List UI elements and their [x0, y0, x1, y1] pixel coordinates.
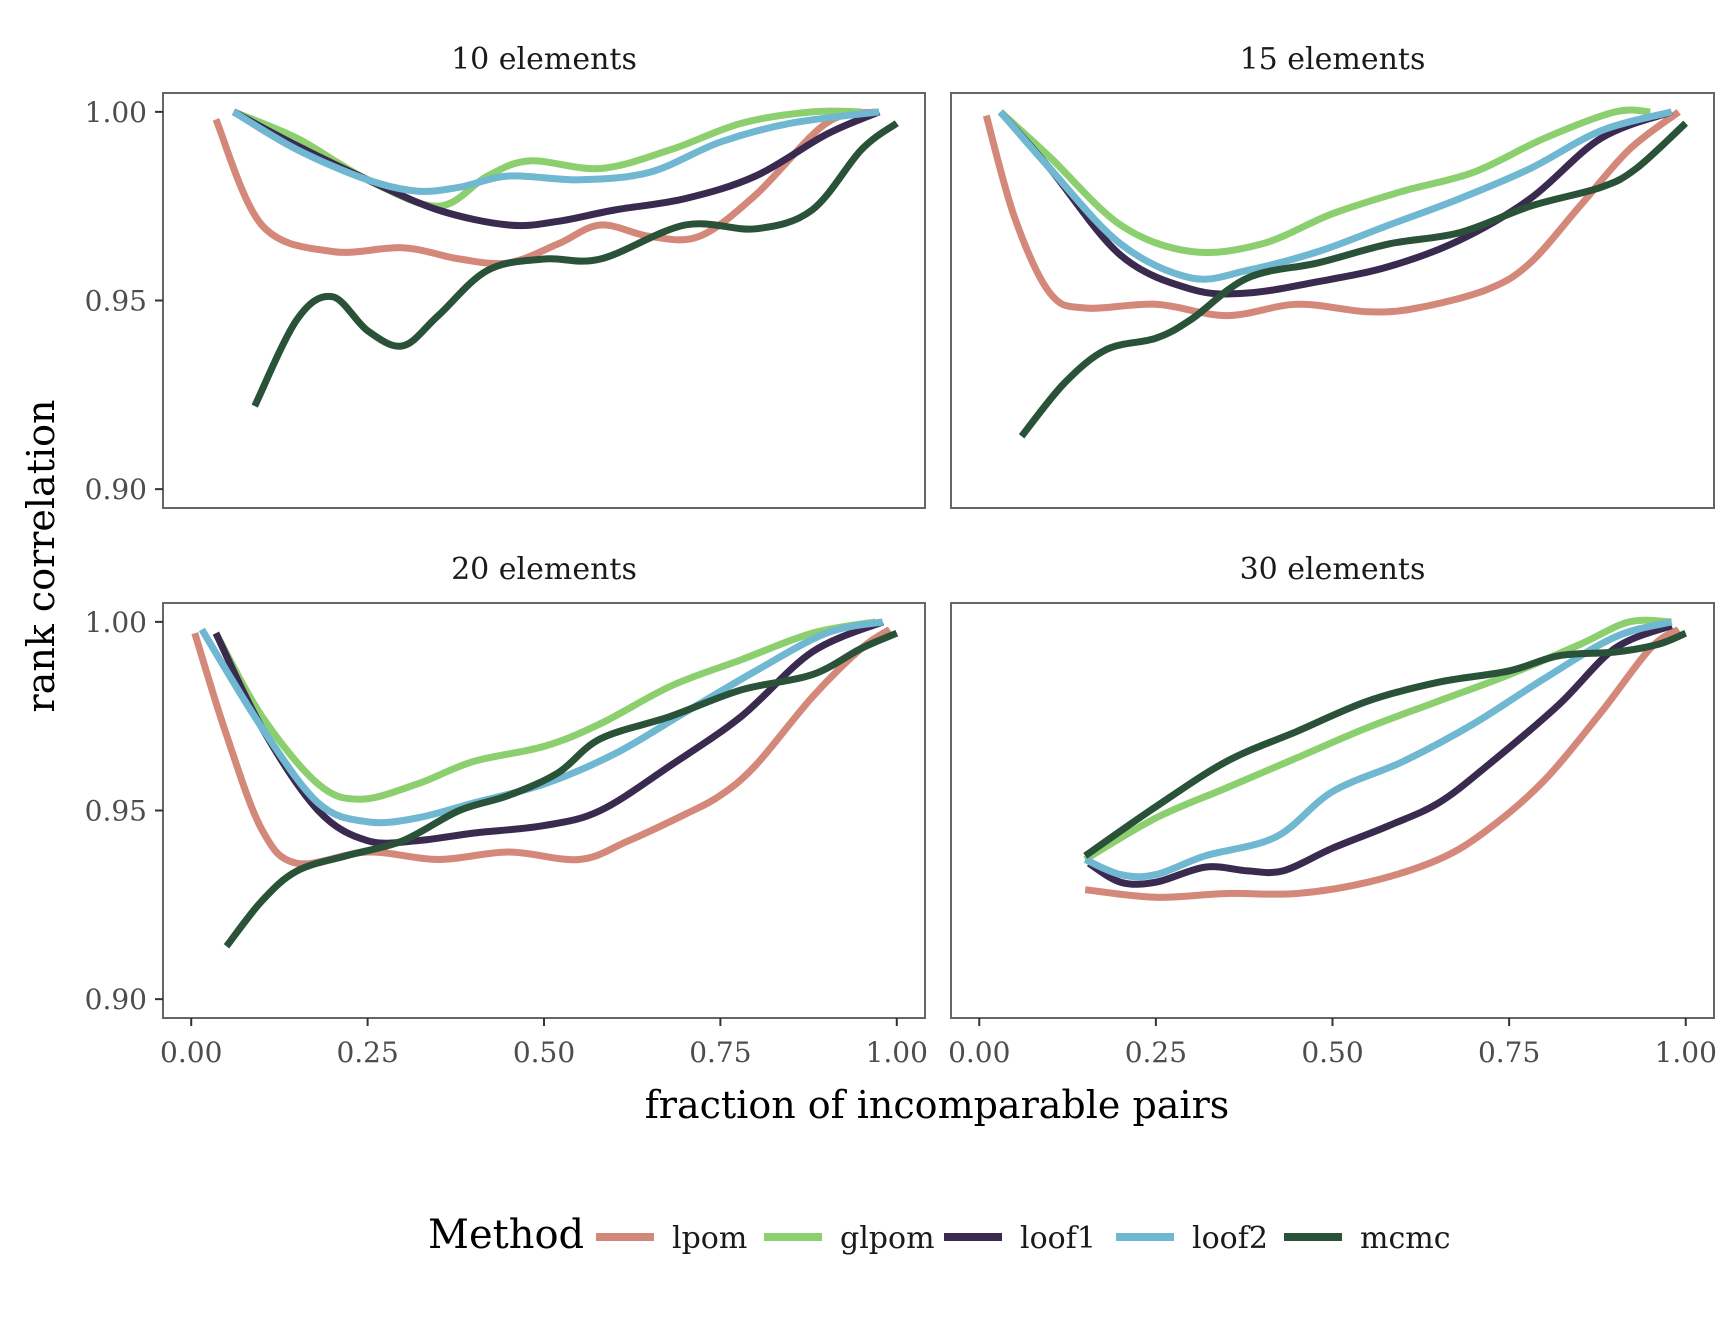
- panel-lines: [1083, 616, 1688, 901]
- panel-lines: [191, 618, 899, 949]
- x-tick-label: 0.25: [336, 1036, 398, 1069]
- legend-entry-loof2: loof2: [1116, 1221, 1268, 1256]
- legend-title: Method: [428, 1212, 584, 1258]
- panel-frame: [162, 92, 926, 509]
- series-line-glpom: [1083, 616, 1672, 863]
- panel-title: 30 elements: [1240, 552, 1426, 587]
- legend-label-glpom: glpom: [840, 1221, 935, 1256]
- panel-1: 10 elements 0.90 0.95 1.00: [85, 42, 926, 509]
- legend-entries: lpom glpom loof1 loof2 mcmc: [596, 1221, 1451, 1256]
- series-line-glpom: [998, 106, 1651, 257]
- y-axis-title: rank correlation: [19, 400, 63, 713]
- panel-frame: [162, 602, 926, 1019]
- series-line-mcmc: [1018, 120, 1689, 439]
- x-tick-label: 0.25: [1125, 1036, 1187, 1069]
- legend-label-lpom: lpom: [672, 1221, 747, 1256]
- series-line-mcmc: [1083, 629, 1688, 859]
- panel-4: 30 elements 0.00 0.25 0.50 0.75 1.00: [948, 552, 1717, 1069]
- y-tick-label: 0.95: [85, 285, 147, 318]
- panel-title: 20 elements: [451, 552, 637, 587]
- series-line-loof2: [198, 618, 884, 827]
- series-line-loof2: [231, 108, 880, 195]
- series-line-loof1: [997, 108, 1673, 298]
- y-tick-label: 1.00: [85, 96, 147, 129]
- legend-label-loof1: loof1: [1020, 1221, 1096, 1256]
- legend-entry-glpom: glpom: [764, 1221, 935, 1256]
- panel-frame: [950, 92, 1715, 509]
- series-line-lpom: [982, 109, 1681, 320]
- series-line-loof2: [1083, 618, 1673, 881]
- legend: Method lpom glpom loof1 loof2 mcmc: [428, 1212, 1451, 1258]
- panels-layer: 10 elements 0.90 0.95 1.00 15 elements 20 ele…: [85, 42, 1717, 1069]
- x-tick-label: 0.50: [513, 1036, 575, 1069]
- y-tick-label: 0.90: [85, 983, 147, 1016]
- series-line-mcmc: [251, 120, 899, 408]
- series-line-loof1: [1086, 622, 1673, 888]
- series-line-lpom: [212, 108, 877, 268]
- x-axis-title: fraction of incomparable pairs: [645, 1083, 1230, 1127]
- panel-title: 15 elements: [1240, 42, 1426, 77]
- x-tick-label: 0.75: [1478, 1036, 1540, 1069]
- legend-label-mcmc: mcmc: [1360, 1221, 1451, 1256]
- panel-title: 10 elements: [451, 42, 637, 77]
- legend-label-loof2: loof2: [1192, 1221, 1268, 1256]
- x-tick-label: 0.00: [948, 1036, 1010, 1069]
- y-tick-label: 1.00: [85, 606, 147, 639]
- panel-3: 20 elements 0.90 0.95 1.00 0.00 0.25 0.50 0.75 1…: [85, 552, 928, 1069]
- series-line-lpom: [1084, 626, 1681, 901]
- series-line-loof2: [997, 108, 1673, 283]
- series-line-glpom: [212, 618, 877, 803]
- panel-2: 15 elements: [950, 42, 1715, 509]
- x-tick-label: 0.75: [689, 1036, 751, 1069]
- series-line-lpom: [191, 626, 892, 868]
- y-tick-label: 0.95: [85, 795, 147, 828]
- panel-lines: [212, 107, 899, 408]
- x-tick-label: 0.00: [160, 1036, 222, 1069]
- x-tick-label: 1.00: [866, 1036, 928, 1069]
- legend-entry-lpom: lpom: [596, 1221, 747, 1256]
- legend-entry-loof1: loof1: [944, 1221, 1096, 1256]
- x-tick-label: 1.00: [1655, 1036, 1717, 1069]
- panel-lines: [982, 106, 1689, 439]
- x-tick-label: 0.50: [1301, 1036, 1363, 1069]
- legend-entry-mcmc: mcmc: [1284, 1221, 1451, 1256]
- y-tick-label: 0.90: [85, 473, 147, 506]
- series-line-mcmc: [223, 629, 899, 949]
